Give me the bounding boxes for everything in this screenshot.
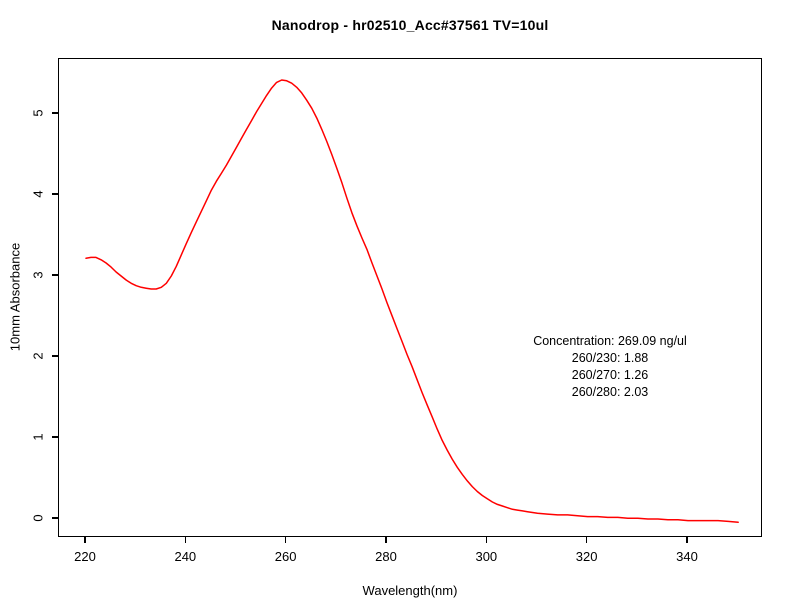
- x-tick: [585, 537, 588, 543]
- x-tick-label: 260: [274, 549, 297, 564]
- x-tick-label: 280: [375, 549, 397, 564]
- y-tick: [52, 517, 58, 519]
- x-tick: [84, 537, 86, 543]
- x-tick-label: 340: [676, 549, 698, 564]
- y-tick-label: 0: [30, 514, 46, 522]
- y-tick: [52, 355, 58, 357]
- y-tick-label: 4: [30, 190, 46, 198]
- x-tick-label: 240: [174, 549, 197, 564]
- annotation-block: Concentration: 269.09 ng/ul 260/230: 1.88…: [480, 333, 740, 401]
- x-tick-label: 220: [74, 549, 96, 564]
- annotation-line: 260/270: 1.26: [571, 368, 649, 382]
- x-tick: [686, 537, 688, 543]
- x-tick: [485, 537, 488, 543]
- x-axis-label: Wavelength(nm): [362, 583, 458, 598]
- y-tick-label: 2: [30, 352, 46, 360]
- spectrum-plot-svg: [85, 79, 739, 523]
- annotation-line: 260/280: 2.03: [571, 385, 649, 399]
- y-tick-label: 1: [30, 433, 46, 441]
- y-axis-label: 10mm Absorbance: [7, 242, 23, 352]
- y-tick: [52, 112, 58, 114]
- x-tick-label: 300: [475, 549, 498, 564]
- absorbance-curve: [85, 79, 739, 523]
- y-tick: [52, 274, 58, 276]
- x-tick: [284, 537, 287, 543]
- y-tick: [52, 193, 58, 195]
- chart-title: Nanodrop - hr02510_Acc#37561 TV=10ul: [271, 17, 549, 33]
- annotation-line: 260/230: 1.88: [571, 351, 649, 365]
- plot-area: [58, 58, 762, 537]
- x-tick: [184, 537, 187, 543]
- y-tick-label: 5: [30, 109, 46, 117]
- annotation-line: Concentration: 269.09 ng/ul: [533, 334, 687, 348]
- y-tick: [52, 436, 58, 438]
- x-tick: [385, 537, 387, 543]
- x-tick-label: 320: [575, 549, 598, 564]
- y-tick-label: 3: [30, 271, 46, 279]
